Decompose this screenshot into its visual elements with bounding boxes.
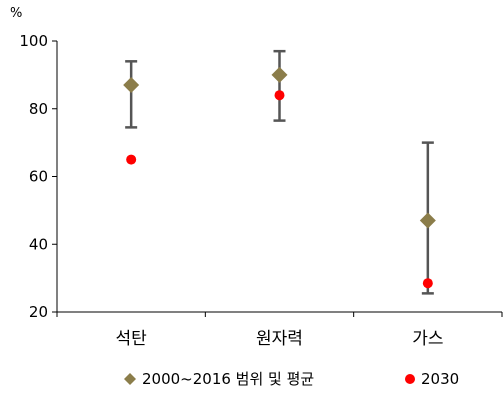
x-ticks: 석탄 원자력 가스 (56, 312, 503, 349)
data-marks (123, 49, 436, 295)
point-2030 (274, 90, 285, 101)
y-tick-label: 20 (29, 303, 48, 321)
avg-diamond-point (271, 66, 288, 83)
legend-circle-marker (405, 374, 415, 384)
y-tick-label: 60 (29, 168, 48, 186)
y-ticks: 20 40 60 80 100 (19, 32, 57, 321)
x-category-label: 원자력 (256, 329, 303, 349)
y-tick-label: 40 (29, 235, 48, 253)
x-category-label: 가스 (412, 329, 443, 349)
avg-diamond-point (419, 212, 436, 229)
legend-diamond-marker (124, 373, 136, 385)
avg-diamond-point (123, 77, 140, 94)
point-2030 (422, 278, 433, 289)
y-unit-label: % (10, 6, 22, 21)
x-category-label: 석탄 (116, 329, 148, 349)
point-2030 (126, 154, 137, 165)
legend: 2000~2016 범위 및 평균 2030 (124, 370, 459, 388)
y-tick-label: 80 (29, 100, 48, 118)
y-tick-label: 100 (19, 32, 48, 50)
legend-label-2030: 2030 (421, 370, 459, 388)
legend-label-range: 2000~2016 범위 및 평균 (142, 370, 314, 388)
